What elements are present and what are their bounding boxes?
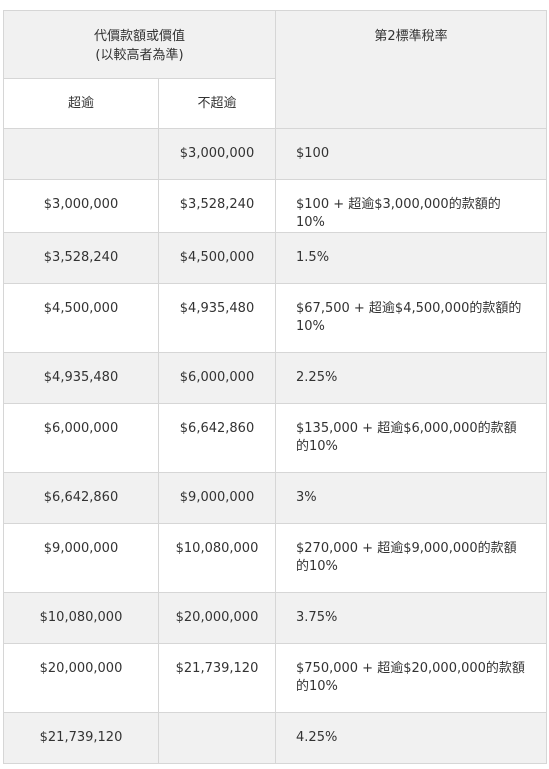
cell-rate: $270,000 + 超逾$9,000,000的款額的10% [275,523,548,593]
stamp-duty-rate-table: 代價款額或價值 (以較高者為準) 第2標準稅率 超逾 不超逾 $3,000,00… [2,10,548,764]
cell-rate: $750,000 + 超逾$20,000,000的款額的10% [275,643,548,713]
cell-over: $3,000,000 [3,179,159,233]
table-row: $3,000,000 $100 [3,128,548,180]
header-not-over: 不超逾 [157,78,277,129]
cell-rate: 4.25% [275,712,548,764]
cell-rate: $100 + 超逾$3,000,000的款額的10% [275,179,548,233]
cell-not-over: $21,739,120 [157,643,277,713]
cell-rate: $67,500 + 超逾$4,500,000的款額的10% [275,283,548,353]
header-over: 超逾 [3,78,159,129]
cell-over: $10,080,000 [3,592,159,644]
cell-rate: 2.25% [275,352,548,404]
table-row: $20,000,000 $21,739,120 $750,000 + 超逾$20… [3,643,548,713]
header-consideration-line2: (以較高者為準) [95,48,184,63]
cell-over: $21,739,120 [3,712,159,764]
cell-not-over: $4,500,000 [157,232,277,284]
cell-over: $4,935,480 [3,352,159,404]
cell-over: $20,000,000 [3,643,159,713]
table-row: $4,500,000 $4,935,480 $67,500 + 超逾$4,500… [3,283,548,353]
cell-over: $6,000,000 [3,403,159,473]
table-row: $3,000,000 $3,528,240 $100 + 超逾$3,000,00… [3,179,548,233]
cell-not-over: $4,935,480 [157,283,277,353]
cell-rate: $100 [275,128,548,180]
cell-over [3,128,159,180]
table-row: $6,000,000 $6,642,860 $135,000 + 超逾$6,00… [3,403,548,473]
cell-over: $9,000,000 [3,523,159,593]
table-row: $6,642,860 $9,000,000 3% [3,472,548,524]
cell-rate: 3% [275,472,548,524]
header-consideration-line1: 代價款額或價值 [94,29,186,44]
cell-rate: 1.5% [275,232,548,284]
table-row: $21,739,120 4.25% [3,712,548,764]
cell-not-over: $3,000,000 [157,128,277,180]
cell-rate: 3.75% [275,592,548,644]
cell-not-over: $6,642,860 [157,403,277,473]
cell-over: $6,642,860 [3,472,159,524]
table-row: $9,000,000 $10,080,000 $270,000 + 超逾$9,0… [3,523,548,593]
header-consideration-value: 代價款額或價值 (以較高者為準) [2,10,277,79]
cell-over: $3,528,240 [3,232,159,284]
table-row: $4,935,480 $6,000,000 2.25% [3,352,548,404]
cell-not-over: $9,000,000 [157,472,277,524]
header-scale-2-rate: 第2標準稅率 [275,10,548,129]
cell-rate: $135,000 + 超逾$6,000,000的款額的10% [275,403,548,473]
table-row: $10,080,000 $20,000,000 3.75% [3,592,548,644]
cell-over: $4,500,000 [3,283,159,353]
cell-not-over: $10,080,000 [157,523,277,593]
cell-not-over: $20,000,000 [157,592,277,644]
cell-not-over: $6,000,000 [157,352,277,404]
cell-not-over: $3,528,240 [157,179,277,233]
cell-not-over [157,712,277,764]
table-row: $3,528,240 $4,500,000 1.5% [3,232,548,284]
stamp-duty-table-wrapper: 代價款額或價值 (以較高者為準) 第2標準稅率 超逾 不超逾 $3,000,00… [2,10,548,764]
